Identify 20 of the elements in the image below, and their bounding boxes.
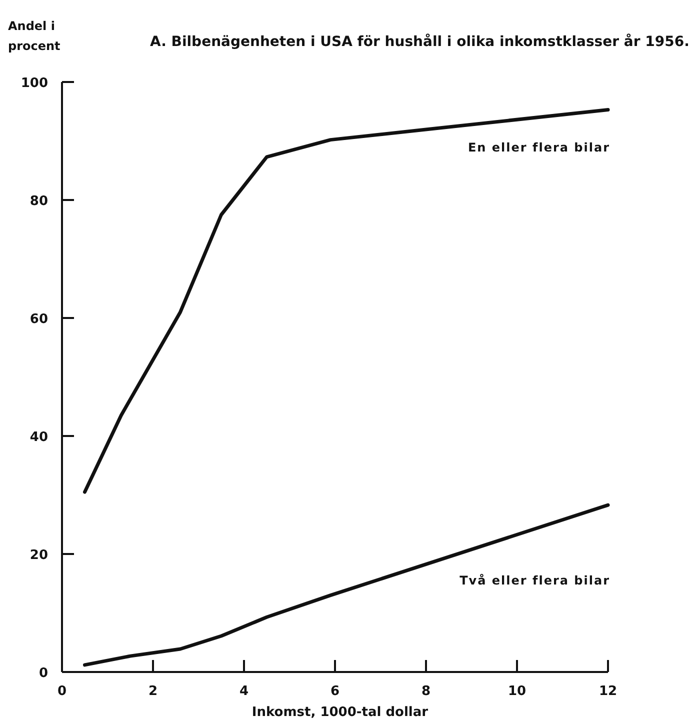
x-axis-title: Inkomst, 1000-tal dollar	[252, 705, 429, 720]
x-tick-label: 4	[239, 684, 249, 699]
y-axis-title: Andel i procent	[8, 19, 61, 53]
y-tick-label: 80	[30, 194, 48, 209]
series-label: En eller flera bilar	[468, 140, 610, 154]
line-series	[83, 503, 610, 667]
line-series	[83, 108, 610, 494]
y-tick-label: 20	[30, 548, 48, 563]
x-tick-label: 10	[508, 684, 526, 699]
y-tick-label: 100	[20, 76, 48, 91]
x-tick-label: 2	[148, 684, 158, 699]
y-tick-label: 60	[30, 312, 48, 327]
x-tick-label: 12	[598, 684, 618, 699]
series-label: Två eller flera bilar	[460, 573, 610, 588]
x-tick-label: 0	[57, 684, 67, 699]
y-tick-label: 40	[30, 430, 48, 445]
chart-title: A. Bilbenägenheten i USA för hushåll i olika inkomstklasser år 1956.	[150, 33, 690, 50]
y-tick-label: 0	[38, 666, 48, 681]
x-tick-label: 8	[421, 684, 431, 699]
x-tick-label: 6	[330, 684, 340, 699]
